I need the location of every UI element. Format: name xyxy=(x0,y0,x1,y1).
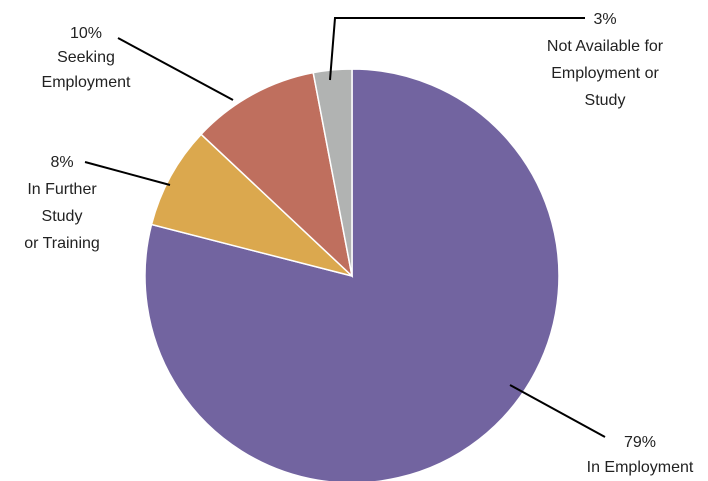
data-label-not-available: 3% Not Available for Employment or Study xyxy=(547,11,664,109)
label-line: Employment xyxy=(42,74,131,91)
label-line: 10% xyxy=(70,25,102,42)
label-line: In Employment xyxy=(587,459,694,476)
label-line: 8% xyxy=(50,154,73,171)
label-line: 79% xyxy=(624,434,656,451)
data-label-further-study: 8% In Further Study or Training xyxy=(24,154,100,252)
label-line: Employment or xyxy=(551,65,659,82)
pie-slice-in-further-study-or-training xyxy=(150,133,353,277)
leader-line-in-employment xyxy=(509,384,606,438)
pie-slice-not-available-for-employment-or-study xyxy=(312,68,353,277)
pie-slices xyxy=(144,68,560,481)
label-line: Study xyxy=(585,92,626,109)
label-line: In Further xyxy=(27,181,97,198)
label-line: Seeking xyxy=(57,49,115,66)
leader-line-not-available xyxy=(329,17,585,81)
label-line: Study xyxy=(42,208,83,225)
pie-slice-seeking-employment xyxy=(200,71,354,279)
label-line: or Training xyxy=(24,235,100,252)
data-label-in-employment: 79% In Employment xyxy=(587,434,694,476)
label-line: Not Available for xyxy=(547,38,664,55)
leader-line-seeking-employment xyxy=(117,37,234,101)
label-line: 3% xyxy=(593,11,616,28)
leader-line-further-study xyxy=(84,161,171,186)
data-label-seeking-employment: 10% Seeking Employment xyxy=(42,25,131,91)
